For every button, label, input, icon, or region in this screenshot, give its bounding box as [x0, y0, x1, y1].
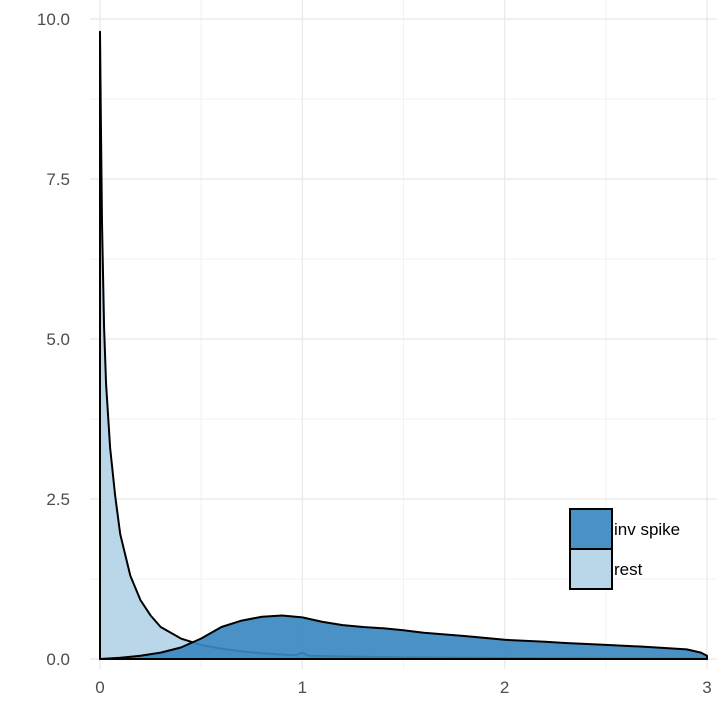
x-tick-label: 3 [702, 678, 711, 697]
y-tick-label: 10.0 [37, 10, 70, 29]
y-tick-label: 2.5 [46, 490, 70, 509]
y-tick-label: 7.5 [46, 170, 70, 189]
legend-label: rest [614, 560, 643, 579]
x-tick-label: 2 [500, 678, 509, 697]
legend-label: inv spike [614, 520, 680, 539]
legend-key-inv-spike [569, 508, 613, 550]
legend-key-rest [569, 548, 613, 590]
legend: inv spike rest [569, 508, 680, 590]
y-tick-label: 0.0 [46, 650, 70, 669]
y-tick-label: 5.0 [46, 330, 70, 349]
axis-labels: 0 1 2 3 0.0 2.5 5.0 7.5 10.0 [37, 10, 712, 697]
x-tick-label: 1 [298, 678, 307, 697]
x-tick-label: 0 [95, 678, 104, 697]
density-area-inv-spike [99, 614, 708, 660]
density-areas [99, 30, 708, 660]
